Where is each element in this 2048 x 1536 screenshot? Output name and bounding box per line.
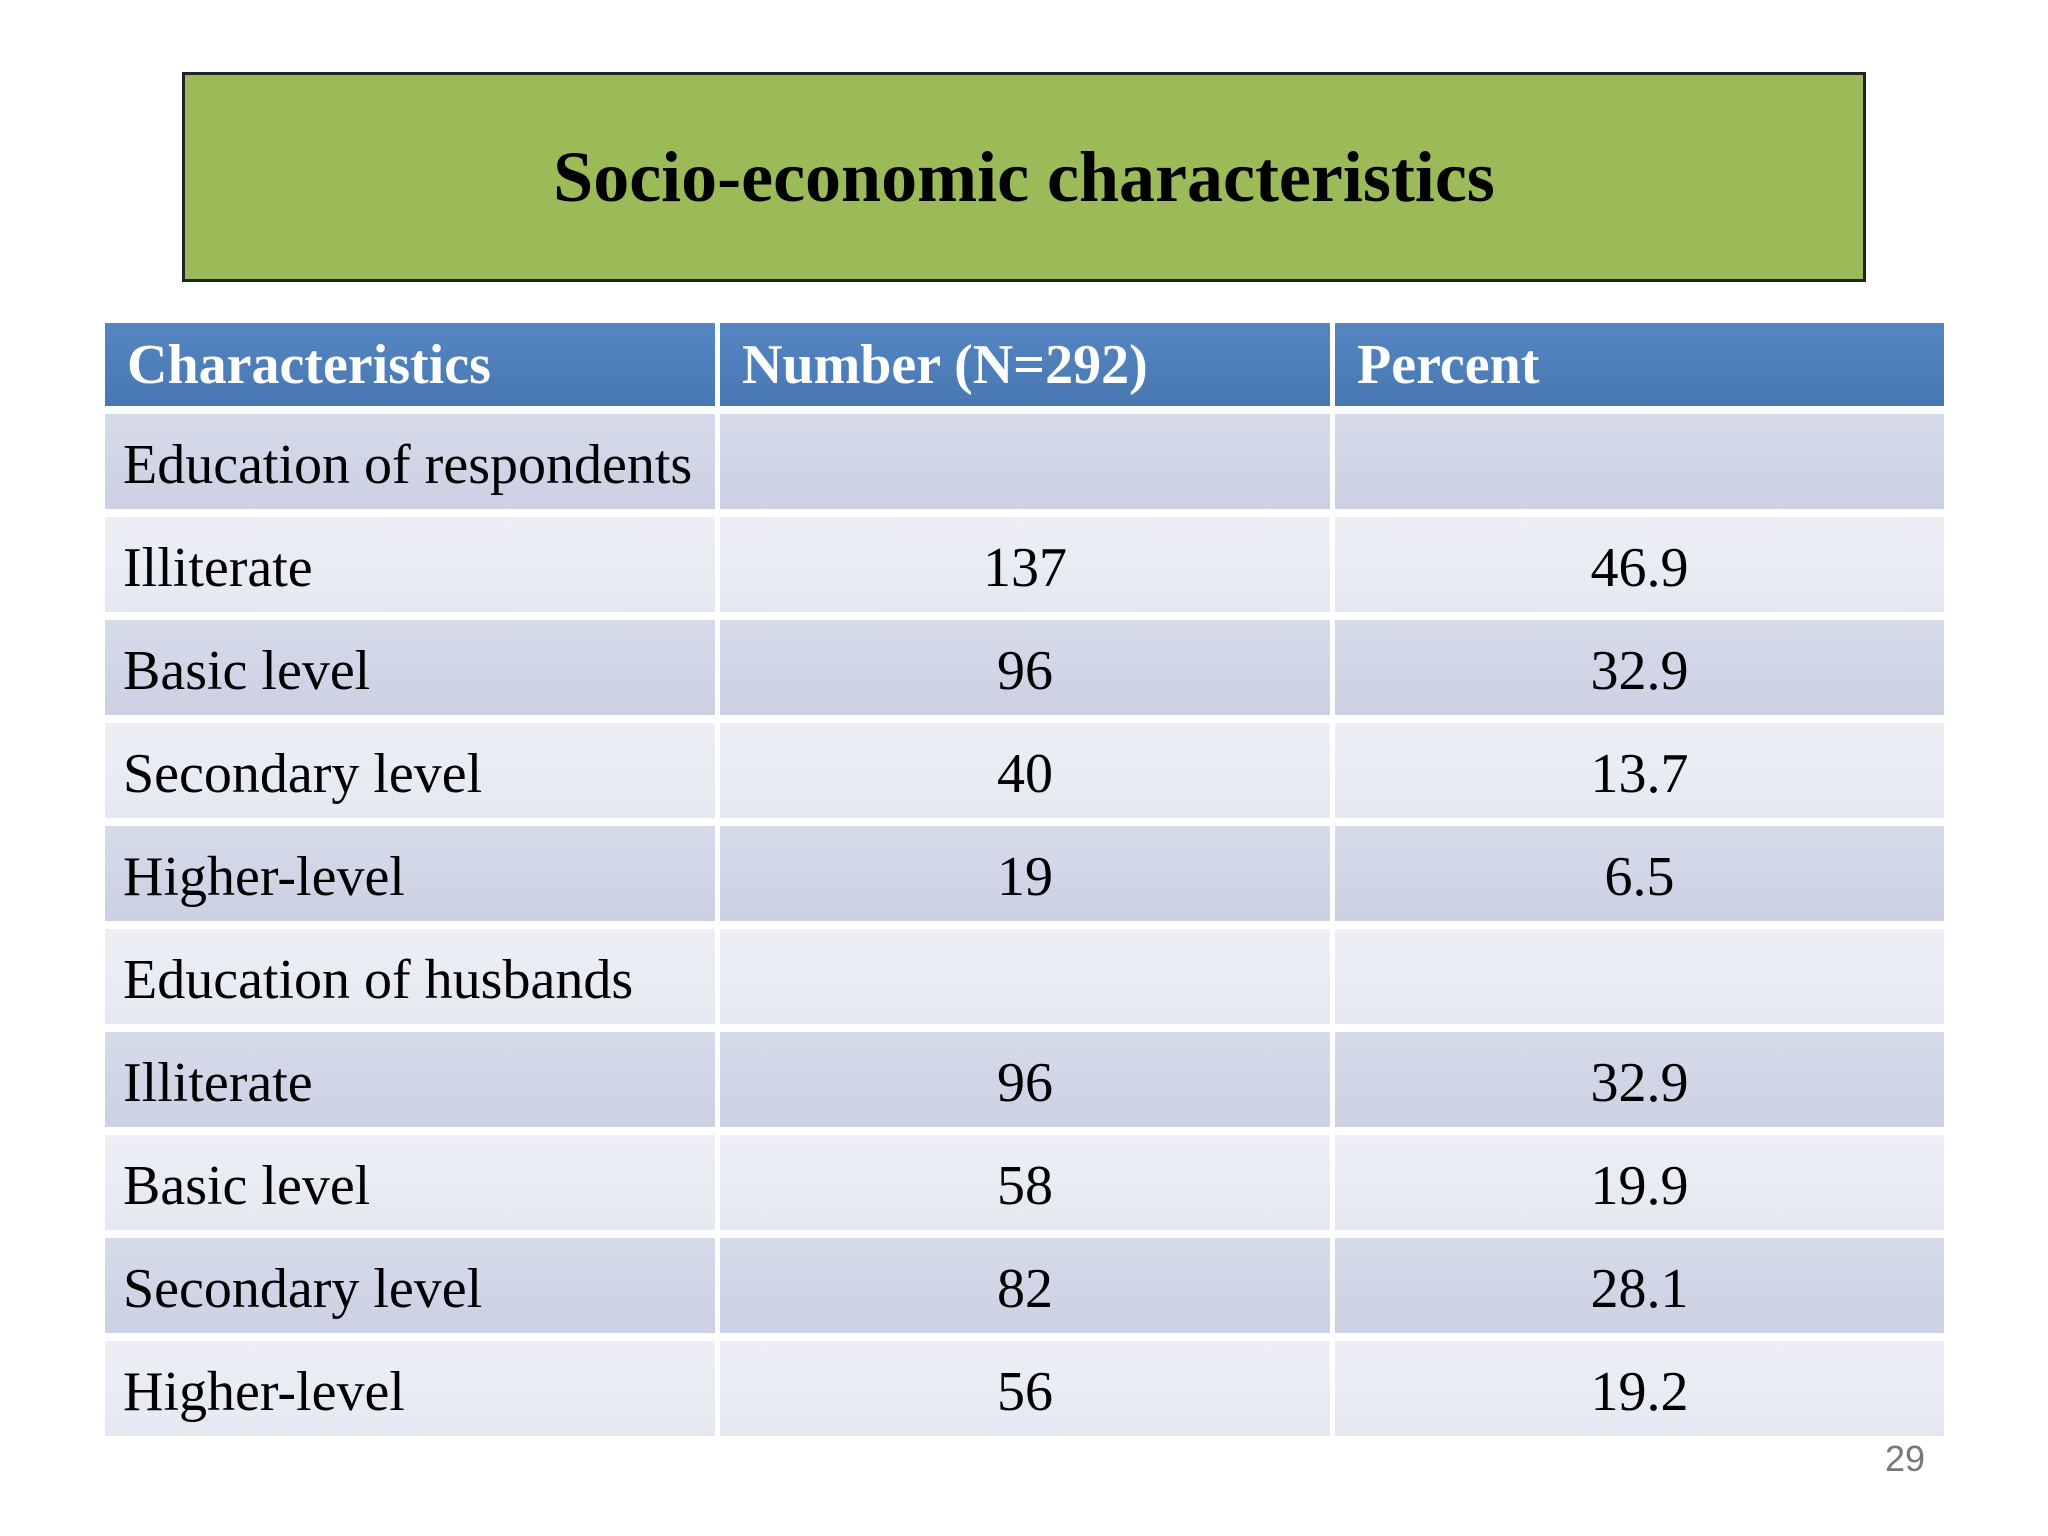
row-number: 19 (720, 826, 1330, 921)
row-label: Secondary level (105, 1238, 715, 1333)
row-percent: 13.7 (1335, 723, 1944, 818)
header-cell-number: Number (N=292) (720, 323, 1330, 406)
row-label: Basic level (105, 1135, 715, 1230)
row-number: 82 (720, 1238, 1330, 1333)
row-percent: 28.1 (1335, 1238, 1944, 1333)
row-number: 40 (720, 723, 1330, 818)
row-number: 96 (720, 1032, 1330, 1127)
header-cell-percent: Percent (1335, 323, 1944, 406)
row-percent: 19.9 (1335, 1135, 1944, 1230)
row-label: Illiterate (105, 1032, 715, 1127)
row-label: Illiterate (105, 517, 715, 612)
row-number (720, 929, 1330, 1024)
row-percent (1335, 414, 1944, 509)
row-label: Higher-level (105, 826, 715, 921)
row-percent: 6.5 (1335, 826, 1944, 921)
row-percent: 19.2 (1335, 1341, 1944, 1436)
row-number: 58 (720, 1135, 1330, 1230)
row-number (720, 414, 1330, 509)
slide-title: Socio-economic characteristics (553, 136, 1495, 217)
row-number: 96 (720, 620, 1330, 715)
characteristics-table: Characteristics Number (N=292) Percent E… (105, 323, 1944, 1436)
row-percent: 46.9 (1335, 517, 1944, 612)
row-label: Higher-level (105, 1341, 715, 1436)
row-label: Secondary level (105, 723, 715, 818)
row-percent: 32.9 (1335, 620, 1944, 715)
row-percent: 32.9 (1335, 1032, 1944, 1127)
row-number: 137 (720, 517, 1330, 612)
row-label: Education of respondents (105, 414, 715, 509)
header-cell-characteristics: Characteristics (105, 323, 715, 406)
row-number: 56 (720, 1341, 1330, 1436)
row-percent (1335, 929, 1944, 1024)
title-banner: Socio-economic characteristics (182, 72, 1866, 282)
page-number: 29 (1884, 1438, 1925, 1479)
row-label: Basic level (105, 620, 715, 715)
row-label: Education of husbands (105, 929, 715, 1024)
